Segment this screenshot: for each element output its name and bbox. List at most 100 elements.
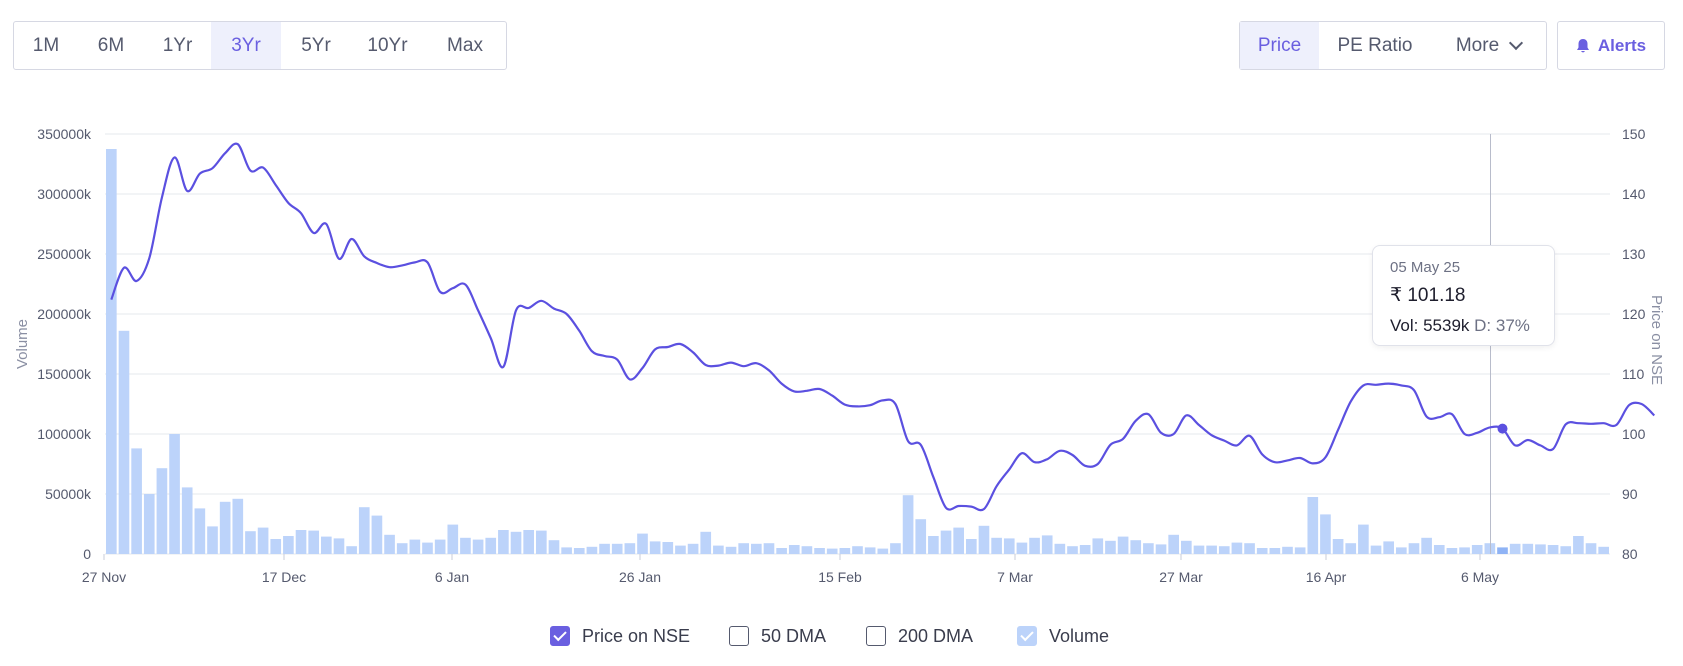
volume-bar [1294, 547, 1306, 554]
volume-bar [801, 546, 813, 554]
volume-bar [713, 545, 724, 554]
volume-bar [131, 448, 142, 554]
volume-bar [1054, 543, 1066, 554]
volume-bar [953, 527, 964, 554]
x-axis-tick-label: 15 Feb [818, 569, 862, 585]
volume-bar [573, 548, 585, 554]
volume-bar [1522, 543, 1534, 554]
volume-bar [232, 498, 244, 554]
left-axis-title: Volume [14, 319, 31, 369]
chart-tooltip: 05 May 25 ₹ 101.18 Vol: 5539k D: 37% [1372, 245, 1555, 346]
volume-checkbox[interactable] [1017, 626, 1037, 646]
volume-bar [1218, 546, 1230, 554]
volume-bar [1547, 545, 1559, 554]
left-axis-tick-label: 100000k [37, 426, 92, 442]
volume-bar [940, 530, 952, 554]
range-button-1m[interactable]: 1M [32, 34, 60, 56]
volume-bar [599, 543, 610, 554]
volume-bar [1446, 548, 1458, 554]
volume-bar [422, 542, 433, 554]
range-button-3yr[interactable]: 3Yr [211, 22, 281, 69]
right-axis-tick-label: 100 [1622, 426, 1646, 442]
volume-bar [472, 539, 484, 554]
volume-bar [561, 547, 572, 554]
volume-bar [1130, 540, 1142, 554]
tooltip-date: 05 May 25 [1390, 259, 1461, 276]
volume-bar [1256, 548, 1268, 554]
volume-bar [1181, 540, 1192, 554]
pe-ratio-tab[interactable]: PE Ratio [1337, 34, 1413, 56]
volume-bar [1484, 543, 1496, 554]
volume-bar [434, 539, 446, 554]
volume-bar [1585, 543, 1597, 554]
range-button-6m[interactable]: 6M [97, 34, 125, 56]
volume-bar [409, 539, 421, 554]
volume-bar [181, 487, 193, 554]
volume-bar [725, 546, 737, 554]
volume-bar [219, 501, 231, 554]
volume-bar [1535, 544, 1546, 554]
legend-price[interactable]: Price on NSE [550, 623, 690, 649]
volume-bar [675, 545, 686, 554]
volume-bar [118, 330, 130, 554]
price-checkbox[interactable] [550, 626, 570, 646]
volume-bar [1370, 545, 1382, 554]
volume-bar [257, 527, 269, 554]
volume-bar [788, 545, 800, 554]
volume-bar [1509, 543, 1521, 554]
range-button-10yr[interactable]: 10Yr [367, 34, 408, 56]
volume-bar [536, 530, 547, 554]
volume-bar [1345, 543, 1357, 554]
volume-bar [1320, 514, 1331, 554]
more-label: More [1455, 34, 1500, 56]
volume-bar [1041, 535, 1053, 554]
volume-bar [826, 548, 838, 554]
volume-bar [1003, 538, 1015, 554]
left-axis-tick-label: 0 [83, 546, 91, 562]
right-axis-title: Price on NSE [1648, 295, 1665, 385]
legend-50dma[interactable]: 50 DMA [729, 623, 826, 649]
tooltip-volume-row: Vol: 5539k D: 37% [1390, 316, 1537, 336]
tooltip-price: ₹ 101.18 [1390, 285, 1466, 306]
right-axis-tick-label: 140 [1622, 186, 1646, 202]
left-axis-tick-label: 200000k [37, 306, 92, 322]
volume-bar [738, 543, 749, 554]
dma200-checkbox[interactable] [866, 626, 886, 646]
volume-bar [1143, 543, 1154, 554]
volume-bar [624, 543, 636, 554]
volume-bar [207, 526, 218, 554]
volume-bar [902, 495, 914, 554]
right-axis-tick-label: 90 [1622, 486, 1638, 502]
volume-bar [1358, 524, 1369, 554]
volume-bar [1307, 497, 1319, 554]
right-axis-tick-label: 80 [1622, 546, 1638, 562]
volume-bar [460, 537, 471, 554]
range-button-1yr[interactable]: 1Yr [162, 34, 193, 56]
range-button-5yr[interactable]: 5Yr [301, 34, 331, 56]
volume-bar [1244, 543, 1255, 554]
volume-bar [270, 539, 282, 554]
x-axis-tick-label: 7 Mar [997, 569, 1033, 585]
legend-200dma[interactable]: 200 DMA [866, 623, 973, 649]
more-dropdown[interactable]: More [1431, 22, 1546, 69]
legend-volume-label: Volume [1049, 625, 1110, 646]
volume-bar [1497, 547, 1508, 554]
volume-bar [548, 540, 560, 554]
x-axis-tick-label: 27 Nov [82, 569, 126, 585]
volume-bar [1168, 534, 1179, 554]
price-tab[interactable]: Price [1240, 22, 1319, 69]
volume-bar [1383, 541, 1394, 554]
range-button-max[interactable]: Max [447, 34, 483, 56]
volume-bar [358, 507, 370, 554]
volume-bar [106, 149, 117, 554]
right-axis-tick-label: 130 [1622, 246, 1646, 262]
volume-bar [1193, 545, 1205, 554]
volume-bar [1155, 544, 1167, 554]
alerts-button[interactable]: Alerts [1557, 21, 1665, 70]
volume-bar [1332, 539, 1344, 554]
volume-bar [1269, 548, 1281, 554]
legend-volume[interactable]: Volume [1017, 623, 1109, 649]
dma50-checkbox[interactable] [729, 626, 749, 646]
left-axis-tick-label: 150000k [37, 366, 92, 382]
volume-bar [1573, 536, 1584, 554]
